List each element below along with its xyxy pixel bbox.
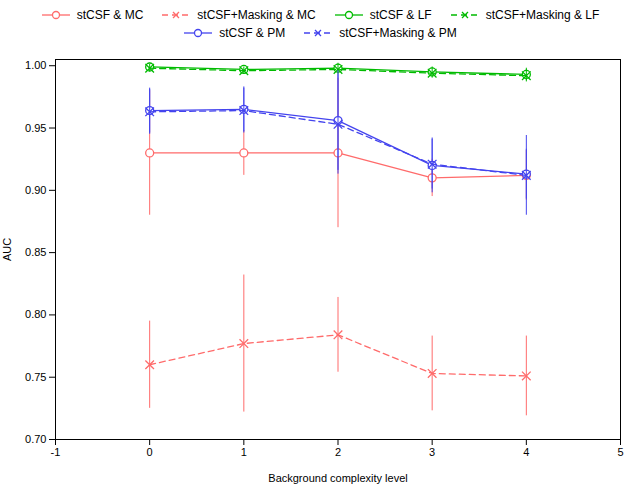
svg-text:0.75: 0.75 (25, 371, 46, 383)
svg-text:4: 4 (523, 446, 529, 458)
svg-text:0: 0 (147, 446, 153, 458)
svg-text:1.00: 1.00 (25, 59, 46, 71)
svg-text:2: 2 (335, 446, 341, 458)
html-text:stCSF+Masking & MC: stCSF+Masking & MC (197, 8, 316, 22)
svg-text:0.80: 0.80 (25, 308, 46, 320)
svg-text:-1: -1 (51, 446, 61, 458)
svg-text:3: 3 (429, 446, 435, 458)
html-text:stCSF+Masking & LF: stCSF+Masking & LF (485, 8, 600, 22)
svg-text:0.70: 0.70 (25, 433, 46, 445)
html-text:stCSF & MC: stCSF & MC (76, 8, 144, 22)
svg-text:AUC: AUC (1, 238, 13, 261)
svg-text:0.85: 0.85 (25, 246, 46, 258)
svg-text:5: 5 (617, 446, 623, 458)
html-text:stCSF+Masking & PM: stCSF+Masking & PM (339, 26, 457, 40)
svg-text:Background complexity level: Background complexity level (268, 472, 407, 484)
svg-text:0.95: 0.95 (25, 122, 46, 134)
html-text:stCSF & LF: stCSF & LF (369, 8, 432, 22)
html-text:stCSF & PM: stCSF & PM (219, 26, 286, 40)
svg-text:1: 1 (241, 446, 247, 458)
svg-text:0.90: 0.90 (25, 184, 46, 196)
